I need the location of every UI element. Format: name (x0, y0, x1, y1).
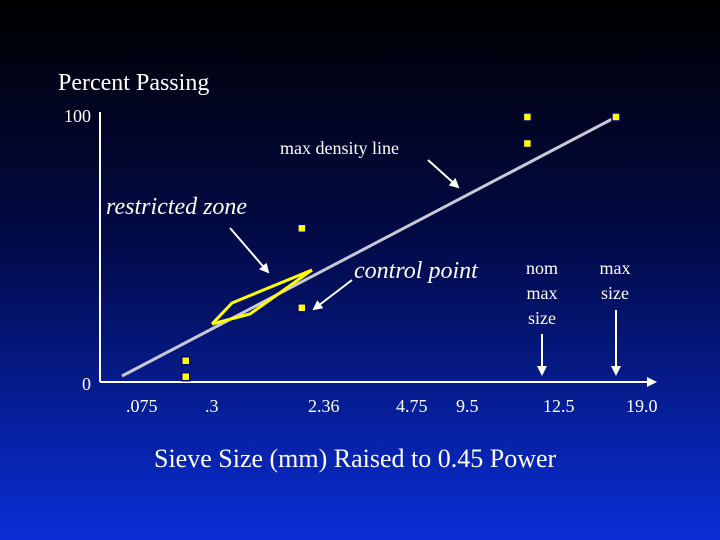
chart-title: Percent Passing (58, 70, 209, 96)
x-axis-label: Sieve Size (mm) Raised to 0.45 Power (154, 444, 557, 473)
nom-max-size-label-line1: nom (526, 258, 558, 278)
max-size-label-line2: size (601, 283, 629, 303)
control-point-marker (297, 223, 307, 234)
control-points (181, 112, 621, 382)
annotation-arrows (229, 159, 621, 376)
x-tick-label: 4.75 (396, 396, 428, 416)
restricted-zone-upper (210, 268, 313, 326)
y-tick-label-0: 0 (82, 374, 91, 394)
nom-max-size-label-line2: max (527, 283, 558, 303)
max-density-arrow (427, 159, 460, 189)
control-point-marker (522, 138, 533, 149)
x-tick-label: 2.36 (308, 396, 340, 416)
restricted-zone (210, 268, 313, 326)
control-point-marker (611, 112, 621, 122)
control-point-marker (297, 303, 307, 313)
control-point-arrow (312, 279, 353, 311)
control-point-label: control point (354, 258, 479, 284)
nom-max-size-label-line3: size (528, 308, 556, 328)
x-tick-labels: .075 .3 2.36 4.75 9.5 12.5 19.0 (126, 396, 658, 416)
max-density-line-label: max density line (280, 138, 399, 158)
x-tick-label: 19.0 (626, 396, 658, 416)
control-point-marker (181, 356, 191, 366)
x-tick-label: 12.5 (543, 396, 575, 416)
x-tick-label: .3 (205, 396, 219, 416)
control-point-marker (181, 371, 191, 382)
restricted-zone-label: restricted zone (106, 194, 247, 220)
max-size-label-line1: max (600, 258, 631, 278)
control-point-marker (522, 112, 533, 122)
max-density-line (121, 115, 617, 378)
restricted-zone-arrow (229, 227, 270, 274)
axes (99, 112, 657, 387)
restricted-zone-lower (211, 268, 313, 326)
x-tick-label: .075 (126, 396, 158, 416)
x-tick-label: 9.5 (456, 396, 479, 416)
y-tick-label-100: 100 (64, 106, 91, 126)
